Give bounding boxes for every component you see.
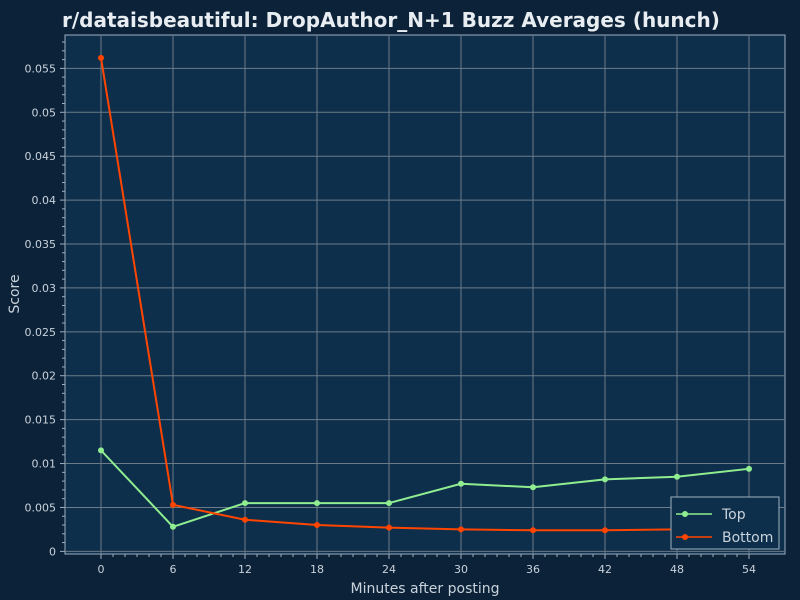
series-point-top — [98, 447, 104, 454]
series-layer — [98, 54, 752, 534]
series-point-top — [242, 500, 248, 507]
series-point-top — [602, 476, 608, 483]
y-tick-label: 0.05 — [32, 106, 57, 119]
series-point-bottom — [386, 524, 392, 531]
y-tick-label: 0.025 — [25, 326, 57, 339]
x-axis-title: Minutes after posting — [350, 581, 499, 597]
x-tick-label: 54 — [742, 563, 756, 576]
series-point-top — [458, 480, 464, 487]
legend-box — [670, 496, 780, 550]
y-tick-label: 0.005 — [25, 501, 57, 514]
legend-marker-top — [682, 511, 688, 517]
grid — [65, 35, 785, 554]
y-tick-label: 0.02 — [32, 370, 57, 383]
series-point-bottom — [242, 516, 248, 523]
x-tick-label: 24 — [382, 563, 396, 576]
series-point-bottom — [458, 526, 464, 533]
plot-area — [64, 34, 786, 555]
x-tick-label: 0 — [98, 563, 105, 576]
legend: Top Bottom — [670, 496, 780, 550]
x-tick-label: 18 — [310, 563, 324, 576]
x-tick-label: 6 — [170, 563, 177, 576]
series-point-top — [386, 500, 392, 507]
series-point-bottom — [602, 527, 608, 534]
series-point-bottom — [98, 54, 104, 61]
x-tick-label: 12 — [238, 563, 252, 576]
series-point-top — [746, 465, 752, 472]
y-tick-label: 0.045 — [25, 150, 57, 163]
x-tick-label: 36 — [526, 563, 540, 576]
legend-label-bottom: Bottom — [722, 530, 773, 546]
y-tick-label: 0.01 — [32, 458, 57, 471]
y-axis-title: Score — [7, 274, 23, 313]
y-tick-label: 0.04 — [32, 194, 57, 207]
legend-label-top: Top — [721, 507, 746, 523]
series-point-bottom — [314, 522, 320, 529]
series-point-top — [314, 500, 320, 507]
y-tick-label: 0.055 — [25, 62, 57, 75]
y-tick-label: 0.035 — [25, 238, 57, 251]
y-tick-label: 0 — [49, 545, 56, 558]
series-point-bottom — [170, 501, 176, 508]
series-line-top — [100, 449, 750, 528]
series-point-bottom — [530, 527, 536, 534]
series-point-top — [530, 484, 536, 491]
x-tick-label: 30 — [454, 563, 468, 576]
ticks: 0 6 12 18 24 30 36 42 48 54 0 0.005 0.01 0.015 0.02 0.0… — [25, 41, 756, 576]
x-tick-label: 48 — [670, 563, 684, 576]
y-tick-label: 0.015 — [25, 414, 57, 427]
series-point-top — [674, 473, 680, 480]
chart-title: r/dataisbeautiful: DropAuthor_N+1 Buzz A… — [62, 8, 720, 32]
y-tick-label: 0.03 — [32, 282, 57, 295]
x-tick-label: 42 — [598, 563, 612, 576]
series-point-top — [170, 523, 176, 530]
legend-marker-bottom — [682, 534, 688, 540]
